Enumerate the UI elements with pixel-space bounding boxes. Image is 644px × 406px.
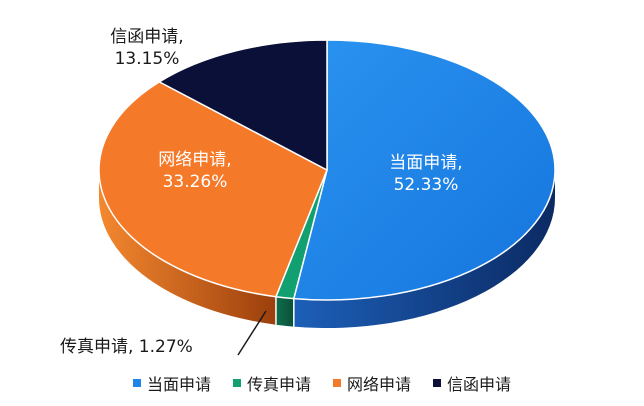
slice-letter	[158, 39, 328, 171]
legend-swatch	[433, 379, 442, 387]
legend-swatch	[333, 379, 341, 387]
legend-label: 传真申请	[246, 375, 311, 394]
slice-in-person-side	[293, 170, 555, 328]
slice-online-side	[99, 170, 276, 325]
legend-label: 网络申请	[347, 375, 412, 394]
pie-sides	[99, 170, 555, 328]
legend-item-fax: 传真申请	[232, 371, 311, 395]
data-label-fax: 传真申请, 1.27%	[60, 337, 193, 357]
legend-label: 当面申请	[146, 375, 211, 394]
data-label-in-person: 当面申请, 52.33%	[389, 153, 463, 195]
legend-item-in-person: 当面申请	[132, 371, 211, 395]
legend-label: 信函申请	[447, 375, 512, 394]
legend-item-letter: 信函申请	[433, 371, 511, 395]
data-label-online: 网络申请, 33.26%	[158, 150, 232, 192]
pie-tops	[98, 39, 556, 301]
legend-swatch	[232, 379, 241, 387]
slice-in-person	[293, 39, 556, 301]
legend-swatch	[132, 379, 141, 387]
slice-fax-side	[275, 296, 294, 327]
leader-line-fax	[237, 310, 267, 356]
data-label-letter: 信函申请, 13.15%	[110, 27, 184, 69]
chart-legend: 当面申请 传真申请 网络申请 信函申请	[0, 368, 644, 398]
slice-online	[98, 81, 328, 298]
legend-item-online: 网络申请	[333, 371, 411, 395]
